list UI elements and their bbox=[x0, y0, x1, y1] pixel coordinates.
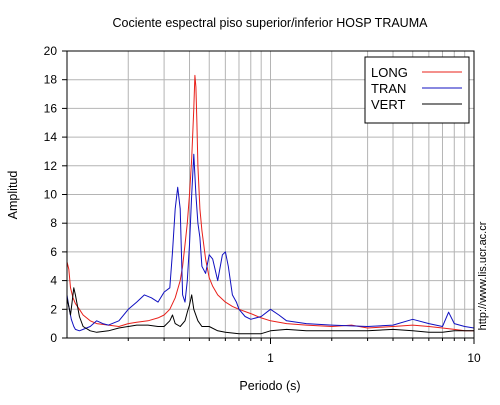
legend-box bbox=[364, 56, 470, 124]
x-tick-label: 10 bbox=[467, 351, 481, 365]
legend-label-vert: VERT bbox=[371, 97, 405, 112]
x-axis-title: Periodo (s) bbox=[239, 379, 300, 393]
chart-title: Cociente espectral piso superior/inferio… bbox=[113, 16, 429, 30]
y-tick-label: 20 bbox=[44, 44, 58, 58]
y-tick-label: 16 bbox=[44, 101, 58, 115]
series-line-vert bbox=[66, 287, 474, 335]
side-credit: http://www.lis.ucr.ac.cr bbox=[477, 221, 489, 330]
y-axis-title: Amplitud bbox=[6, 171, 20, 220]
y-tick-label: 6 bbox=[50, 245, 57, 259]
y-tick-label: 18 bbox=[44, 73, 58, 87]
y-tick-label: 4 bbox=[50, 274, 57, 288]
y-tick-label: 8 bbox=[50, 216, 57, 230]
x-tick-label: 1 bbox=[267, 351, 274, 365]
y-tick-label: 14 bbox=[44, 130, 58, 144]
y-tick-label: 12 bbox=[44, 159, 58, 173]
legend-label-tran: TRAN bbox=[371, 81, 406, 96]
series-layer bbox=[66, 74, 475, 335]
grid-layer bbox=[67, 51, 474, 338]
axis-layer: 0 2 4 6 8 10 12 14 16 18 20 1 10 bbox=[44, 44, 481, 365]
y-tick-label: 10 bbox=[44, 188, 58, 202]
y-tick-label: 2 bbox=[50, 302, 57, 316]
y-tick-label: 0 bbox=[50, 331, 57, 345]
legend-label-long: LONG bbox=[371, 65, 408, 80]
series-line-tran bbox=[66, 153, 475, 332]
